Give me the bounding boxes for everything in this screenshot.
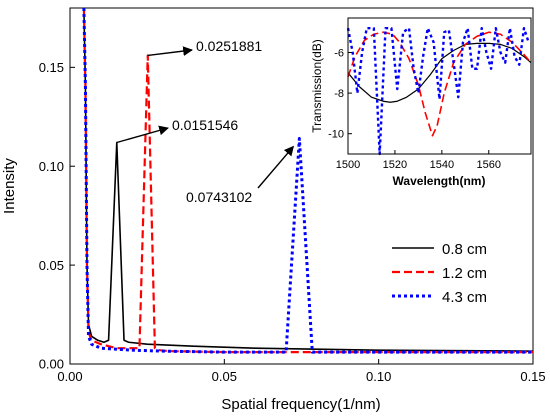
inset-y-tick-label-2: -6 bbox=[334, 47, 344, 59]
main-x-tick-label-0: 0.00 bbox=[57, 369, 82, 384]
legend-label-0: 0.8 cm bbox=[442, 241, 487, 258]
main-y-tick-label-0: 0.00 bbox=[39, 357, 64, 372]
annotation-label-0: 0.0251881 bbox=[196, 38, 262, 54]
legend: 0.8 cm 1.2 cm 4.3 cm bbox=[392, 241, 487, 306]
inset-x-axis-label: Wavelength(nm) bbox=[393, 174, 486, 188]
annotation-arrow-2 bbox=[257, 145, 295, 189]
main-y-tick-label-3: 0.15 bbox=[39, 60, 64, 75]
legend-label-1: 1.2 cm bbox=[442, 265, 487, 282]
main-x-tick-label-1: 0.05 bbox=[212, 369, 237, 384]
inset-plot-frame bbox=[347, 17, 532, 155]
annotation-label-1: 0.0151546 bbox=[172, 117, 238, 133]
legend-item-1: 1.2 cm bbox=[392, 265, 487, 282]
legend-item-2: 4.3 cm bbox=[392, 289, 487, 306]
inset-x-ticks: 1500 1520 1540 1560 bbox=[336, 150, 501, 171]
main-x-tick-label-3: 0.15 bbox=[520, 369, 545, 384]
inset-series-line-1 bbox=[347, 31, 532, 137]
inset-x-tick-label-1: 1520 bbox=[383, 159, 407, 171]
inset-y-tick-label-1: -8 bbox=[334, 88, 344, 100]
main-annotations: 0.0251881 0.0151546 0.0743102 bbox=[116, 38, 295, 205]
inset-plot: 1500 1520 1540 1560 -10-8-6 Wavelength(nm) … bbox=[310, 17, 532, 188]
annotation-arrow-0 bbox=[147, 46, 193, 57]
main-x-axis-label: Spatial frequency(1/nm) bbox=[221, 396, 380, 413]
main-plot-frame bbox=[69, 7, 534, 365]
annotation-label-2: 0.0743102 bbox=[186, 189, 252, 205]
legend-item-0: 0.8 cm bbox=[392, 241, 487, 258]
main-y-tick-label-2: 0.10 bbox=[39, 159, 64, 174]
main-plot: 0.00 0.05 0.10 0.15 0.00 0.05 0.10 0.15 0.0251… bbox=[1, 7, 546, 413]
inset-x-tick-label-2: 1540 bbox=[430, 159, 454, 171]
main-y-tick-label-1: 0.05 bbox=[39, 258, 64, 273]
main-x-ticks: 0.00 0.05 0.10 0.15 bbox=[57, 359, 546, 384]
legend-label-2: 4.3 cm bbox=[442, 289, 487, 306]
inset-y-ticks: -10 -8 -6 bbox=[328, 47, 352, 141]
main-y-ticks: 0.00 0.05 0.10 0.15 bbox=[39, 60, 75, 372]
main-series-line-2 bbox=[82, 7, 533, 354]
inset-y-tick-label-0: -10 bbox=[328, 129, 344, 141]
main-y-axis-label: Intensity bbox=[1, 158, 18, 214]
inset-y-axis-label: Transmission(dB) bbox=[310, 39, 324, 133]
inset-x-tick-label-0: 1500 bbox=[336, 159, 360, 171]
annotation-arrow-1 bbox=[116, 125, 169, 144]
inset-x-tick-label-3: 1560 bbox=[477, 159, 501, 171]
main-x-tick-label-2: 0.10 bbox=[366, 369, 391, 384]
main-series-group bbox=[82, 7, 534, 354]
